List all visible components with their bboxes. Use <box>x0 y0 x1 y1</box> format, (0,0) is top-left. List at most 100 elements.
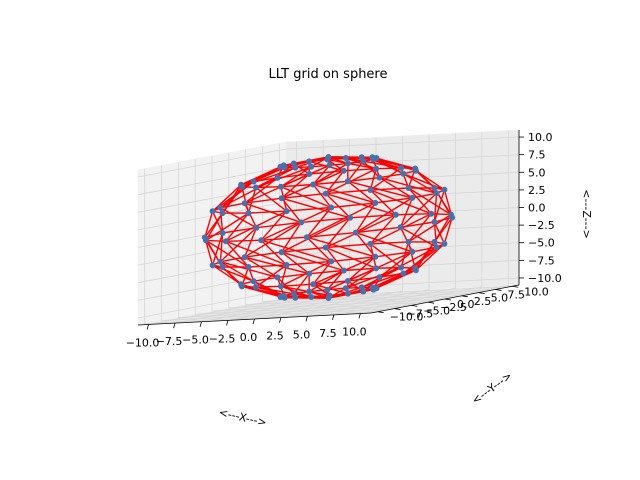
mesh-edge <box>345 267 377 289</box>
mesh-point <box>322 190 329 197</box>
mesh-edge <box>362 276 380 293</box>
mesh-point <box>340 267 347 274</box>
mesh-point <box>219 264 226 270</box>
mesh-edge <box>244 227 258 258</box>
y-tick-label: −5.0 <box>423 304 450 317</box>
mesh-point <box>278 249 285 256</box>
mesh-point <box>258 237 265 244</box>
mesh-edges <box>204 156 453 299</box>
mesh-edge <box>355 202 376 233</box>
mesh-edge <box>311 164 330 168</box>
mesh-edge <box>293 273 310 295</box>
x-tick-label: 7.5 <box>319 327 337 340</box>
mesh-edge <box>204 212 224 238</box>
mesh-edge <box>326 270 345 291</box>
mesh-point <box>373 165 380 172</box>
mesh-point <box>397 224 404 231</box>
mesh-point <box>405 185 412 191</box>
z-tick-label: −2.5 <box>528 219 555 232</box>
mesh-edge <box>280 186 332 209</box>
mesh-point <box>344 178 351 185</box>
mesh-point <box>376 274 383 281</box>
mesh-point <box>326 162 333 169</box>
x-tick-mark <box>305 316 308 322</box>
mesh-edge <box>370 189 432 215</box>
mesh-edge <box>286 260 332 266</box>
mesh-edge <box>370 241 409 245</box>
mesh-edge <box>433 189 446 223</box>
y-tick-mark <box>428 301 435 304</box>
mesh-edge <box>343 267 377 272</box>
mesh-edge <box>205 239 249 268</box>
mesh-edge <box>312 184 332 208</box>
mesh-point <box>222 238 229 245</box>
mesh-edge <box>247 187 257 214</box>
x-tick-mark <box>199 321 202 327</box>
x-tick-mark <box>252 318 255 325</box>
x-tick-label: −5.0 <box>182 334 209 347</box>
mesh-edge <box>443 217 453 244</box>
mesh-edge <box>222 227 257 234</box>
mesh-edge <box>280 283 314 287</box>
mesh-point <box>308 294 315 300</box>
gridline-z <box>137 189 520 231</box>
x-tick-mark <box>358 313 361 319</box>
mesh-point <box>252 284 259 291</box>
mesh-edge <box>350 214 396 219</box>
mesh-point <box>372 253 379 260</box>
mesh-edge <box>280 264 288 287</box>
mesh-point <box>373 265 380 272</box>
mesh-point <box>219 210 226 217</box>
mesh-edge <box>225 240 250 268</box>
axes-ticks: −10.0−7.5 −5.0 −2.5 0.0 2.5 5.0 7.5 10.0−10.0−7… <box>126 131 562 349</box>
mesh-edge <box>286 206 332 212</box>
mesh-edge <box>205 239 226 242</box>
mesh-point <box>306 158 313 165</box>
x-tick-mark <box>226 320 229 326</box>
mesh-points <box>201 154 456 301</box>
x-tick-mark <box>279 317 282 323</box>
mesh-edge <box>244 177 278 204</box>
mesh-edge <box>355 226 401 234</box>
mesh-edge <box>412 246 437 253</box>
mesh-point <box>342 155 349 161</box>
mesh-point <box>310 281 317 288</box>
gridline-y <box>161 165 395 321</box>
mesh-edge <box>256 221 302 229</box>
mesh-point <box>360 288 367 295</box>
mesh-edge <box>244 202 302 224</box>
mesh-point <box>274 174 281 181</box>
mesh-edge <box>407 241 416 269</box>
mesh-edge <box>306 231 356 238</box>
gridline-x <box>307 133 456 317</box>
mesh-edge <box>331 202 376 209</box>
mesh-edge <box>313 180 348 186</box>
mesh-edge <box>343 168 377 172</box>
mesh-point <box>376 174 383 181</box>
mesh-edge <box>260 206 332 241</box>
mesh-edge <box>225 212 250 242</box>
mesh-point <box>342 285 349 292</box>
mesh-edge <box>281 251 310 275</box>
z-tick-label: −5.0 <box>528 237 555 250</box>
mesh-edge <box>347 180 376 204</box>
gridline-z <box>137 224 520 266</box>
mesh-edge <box>255 285 281 288</box>
mesh-edge <box>379 173 404 179</box>
mesh-point <box>431 238 438 245</box>
mesh-point <box>344 278 351 284</box>
mesh-point <box>308 163 315 170</box>
mesh-point <box>344 290 351 297</box>
y-tick-mark <box>495 289 502 291</box>
mesh-edge <box>244 173 310 204</box>
mesh-edge <box>415 241 436 271</box>
y-tick-mark <box>444 298 452 301</box>
mesh-edge <box>345 157 402 169</box>
mesh-edge <box>408 214 452 243</box>
y-tick-mark <box>512 285 519 288</box>
mesh-edge <box>312 164 331 185</box>
mesh-edge <box>312 162 349 186</box>
mesh-point <box>367 240 374 247</box>
mesh-edge <box>325 189 371 195</box>
